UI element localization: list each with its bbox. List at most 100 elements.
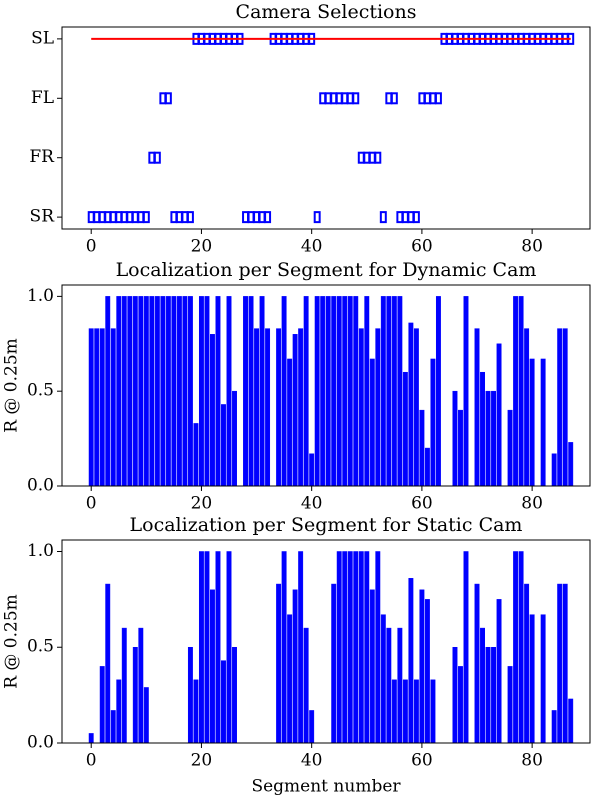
selection-marker [115,211,123,224]
bar [232,390,237,487]
bar [226,551,232,744]
bar [513,296,519,487]
x-tick-label: 60 [411,237,433,257]
selection-marker [87,211,95,224]
bar [121,296,127,487]
selection-marker [401,211,409,224]
bar [424,599,430,744]
bar [391,679,397,744]
bar [303,627,309,744]
bar [132,296,138,487]
bar [430,358,436,487]
selection-marker [363,151,371,164]
bar [529,358,535,487]
bar [369,589,375,744]
bar [342,551,348,744]
selection-marker [330,92,338,105]
bar [518,296,524,487]
bar [375,328,381,487]
selection-marker [181,211,189,224]
bar [513,551,519,744]
bar [320,296,326,487]
bar [485,646,491,744]
bar [480,371,485,487]
bar [369,358,375,487]
bar [127,296,133,487]
bar [88,328,94,487]
bar [491,646,497,744]
selection-marker [253,211,261,224]
bar [143,296,149,487]
bar [452,390,458,487]
axes-frame [61,539,591,744]
bar [375,551,381,744]
selection-marker [93,211,101,224]
bar [364,551,370,744]
selection-marker [368,151,376,164]
y-tick-label: FR [29,147,55,167]
selection-marker [396,211,404,224]
bar [562,583,568,744]
bar [210,589,215,744]
bar [221,660,226,744]
bar [496,343,502,487]
bar [276,328,282,487]
selection-marker [148,151,156,164]
bar [424,447,430,487]
bar [143,687,149,744]
bar [524,583,530,744]
y-axis-label: R @ 0.25m [2,338,22,433]
selection-marker [247,211,255,224]
selection-marker [374,151,382,164]
bar [353,551,359,744]
bar [342,296,348,487]
selection-marker [175,211,183,224]
x-tick-label: 80 [521,751,543,771]
bar [413,328,419,487]
bar [99,666,105,744]
bar [105,583,111,744]
bar [204,296,210,487]
x-tick-label: 0 [86,237,97,257]
selection-marker [335,92,343,105]
bar [210,334,215,487]
bar [198,296,204,487]
bar [347,551,353,744]
bar [413,679,419,744]
bar [303,296,309,487]
x-tick-label: 20 [191,751,213,771]
bar [562,328,568,487]
bar [397,627,403,744]
selection-marker [142,211,150,224]
bar [364,296,370,487]
selection-marker [390,92,398,105]
selection-marker [313,211,321,224]
selection-marker [137,211,145,224]
bar [524,328,530,487]
bar [259,296,265,487]
bar [529,614,535,744]
bar [540,614,546,744]
bar [347,296,353,487]
bar [336,551,342,744]
bar [198,551,204,744]
bar [435,296,441,487]
bar [116,296,122,487]
selection-marker [407,211,415,224]
bar [353,296,359,487]
bar [171,296,177,487]
selection-marker [126,211,134,224]
bar [331,296,337,487]
selection-marker [319,92,327,105]
bar [309,453,315,487]
selection-marker [186,211,194,224]
bar [325,296,331,487]
x-axis-label: Segment number [251,777,401,797]
bar [557,583,563,744]
bar [287,358,293,487]
bar [408,322,414,487]
bar [243,296,248,487]
bar [463,551,469,744]
bar [458,409,463,487]
selection-marker [153,151,161,164]
